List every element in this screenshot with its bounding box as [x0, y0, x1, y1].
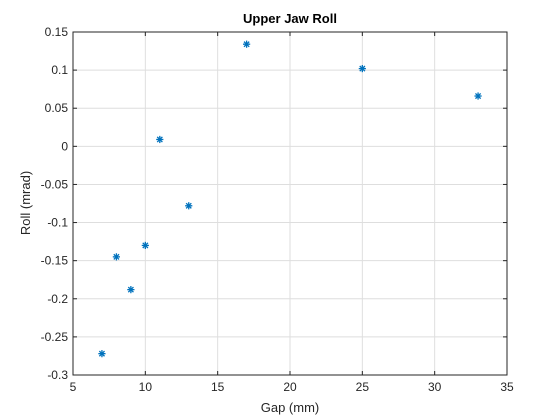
y-tick-label: 0.05 [45, 101, 69, 115]
x-tick-label: 30 [428, 380, 442, 394]
y-tick-label: -0.1 [47, 216, 68, 230]
y-tick-label: 0.1 [51, 63, 68, 77]
y-tick-label: -0.25 [41, 330, 69, 344]
data-point [243, 40, 251, 48]
data-points [98, 40, 482, 358]
chart-title: Upper Jaw Roll [243, 11, 337, 26]
x-tick-label: 15 [211, 380, 225, 394]
data-point [185, 202, 193, 210]
x-tick-label: 35 [500, 380, 514, 394]
x-tick-label: 10 [139, 380, 153, 394]
y-axis-label: Roll (mrad) [18, 171, 33, 235]
y-tick-label: -0.3 [47, 368, 68, 382]
data-point [474, 92, 482, 100]
x-tick-labels: 5 10 15 20 25 30 35 [70, 380, 514, 394]
data-point [141, 241, 149, 250]
y-tick-label: 0.15 [45, 25, 69, 39]
axis-ticks [72, 31, 508, 376]
y-tick-label: -0.05 [41, 177, 69, 191]
x-tick-label: 5 [70, 380, 77, 394]
y-tick-label: -0.15 [41, 254, 69, 268]
x-tick-label: 25 [356, 380, 370, 394]
y-tick-label: 0 [61, 139, 68, 153]
data-point [98, 350, 106, 358]
y-tick-labels: -0.3 -0.25 -0.2 -0.15 -0.1 -0.05 0 0.05 0.1 0.15 [41, 25, 69, 382]
y-tick-label: -0.2 [47, 292, 68, 306]
data-point [156, 135, 164, 144]
data-point [112, 253, 120, 261]
data-point [127, 286, 135, 294]
grid-lines [72, 31, 508, 376]
x-axis-label: Gap (mm) [261, 400, 320, 415]
data-point [358, 64, 366, 73]
x-tick-label: 20 [283, 380, 297, 394]
